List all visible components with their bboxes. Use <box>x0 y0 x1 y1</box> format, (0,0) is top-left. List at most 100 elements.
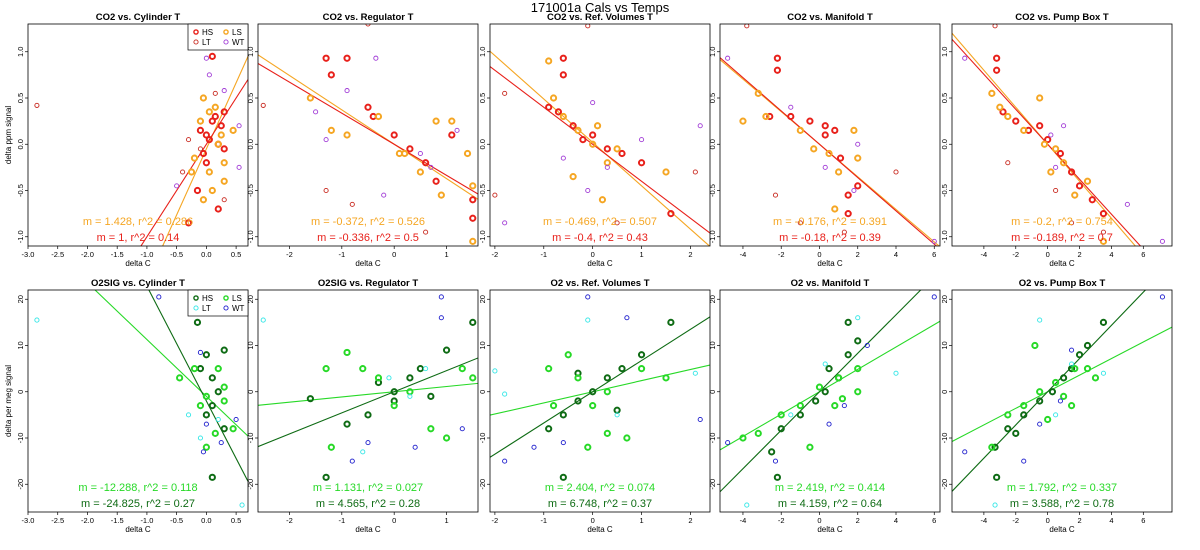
y-tick-label: -1.0 <box>246 230 255 243</box>
data-point-lt <box>1005 160 1011 166</box>
y-tick-label: -20 <box>246 479 255 490</box>
data-point-wt <box>590 100 596 106</box>
data-point-lt <box>772 192 779 198</box>
data-point-wt <box>200 449 206 455</box>
data-points <box>34 294 245 508</box>
data-point-hs <box>214 388 222 396</box>
data-point-hs <box>545 103 553 111</box>
data-point-wt <box>1021 458 1027 464</box>
data-point-ls <box>569 173 577 181</box>
data-point-lt <box>692 370 698 376</box>
data-point-wt <box>236 123 242 129</box>
data-point-ls <box>406 388 414 396</box>
legend-label: LS <box>232 294 242 303</box>
data-point-lt <box>212 90 218 96</box>
data-point-ls <box>1083 177 1092 185</box>
data-point-hs <box>208 473 216 481</box>
legend-marker-ls <box>223 29 229 35</box>
y-tick-label: -10 <box>246 433 255 444</box>
data-point-ls <box>806 443 814 451</box>
data-point-hs <box>603 374 611 382</box>
y-tick-label: -1.0 <box>478 230 487 243</box>
chart-panel: CO2 vs. Regulator T -2 -1 0 1 -1.0 -0.5 0.0 0.5 1… <box>246 12 479 268</box>
y-tick-label: -0.5 <box>708 184 717 197</box>
data-point-hs <box>364 411 372 419</box>
fit-annotation: m = 6.748, r^2 = 0.37 <box>548 498 652 510</box>
data-point-hs <box>999 108 1007 116</box>
data-point-hs <box>1075 182 1084 190</box>
x-axis-label: delta C <box>355 259 381 268</box>
data-point-ls <box>754 429 762 437</box>
data-point-lt <box>221 197 227 203</box>
data-point-hs <box>327 71 335 79</box>
y-tick-label: 20 <box>940 295 949 303</box>
data-point-wt <box>585 187 591 194</box>
data-point-ls <box>205 108 213 116</box>
data-point-ls <box>996 103 1004 111</box>
x-tick-label: 2 <box>688 516 692 525</box>
data-point-lt <box>180 169 186 175</box>
data-point-ls <box>1071 365 1079 373</box>
data-point-hs <box>559 411 567 419</box>
legend-box <box>187 23 249 51</box>
data-point-hs <box>637 351 646 359</box>
y-tick-label: -0.5 <box>246 184 255 197</box>
data-point-ls <box>202 392 210 400</box>
data-point-hs <box>208 374 216 382</box>
data-point-hs <box>812 397 820 405</box>
x-axis-label: delta C <box>125 525 151 534</box>
data-point-ls <box>229 126 237 134</box>
data-point-ls <box>208 186 216 195</box>
x-tick-label: -2 <box>778 516 785 525</box>
data-point-hs <box>618 365 626 373</box>
y-tick-label: 0.0 <box>16 139 25 149</box>
data-point-wt <box>412 444 418 450</box>
fit-line <box>720 57 938 246</box>
data-point-wt <box>381 192 387 198</box>
fit-annotation: m = 1.792, r^2 = 0.337 <box>1007 482 1117 494</box>
data-point-hs <box>211 112 219 121</box>
data-point-ls <box>1052 378 1060 387</box>
fit-annotation: m = 1.428, r^2 = 0.286 <box>83 216 193 228</box>
legend: HS LS LT WT <box>187 23 249 51</box>
data-point-hs <box>854 182 862 190</box>
y-tick-label: 1.0 <box>708 47 717 57</box>
x-tick-label: 1 <box>639 516 643 525</box>
data-point-wt <box>1048 132 1054 138</box>
data-point-hs <box>214 205 222 213</box>
y-tick-label: 0.5 <box>16 93 25 103</box>
plot-frame <box>257 23 479 247</box>
data-point-hs <box>220 108 228 116</box>
plot-frame <box>27 289 249 513</box>
x-axis-label: delta C <box>817 259 843 268</box>
data-point-lt <box>185 412 192 418</box>
data-point-hs <box>1044 136 1052 144</box>
data-point-lt <box>360 449 366 455</box>
y-tick-label: 10 <box>16 341 25 349</box>
data-point-ls <box>1052 145 1060 153</box>
data-point-ls <box>1020 402 1028 410</box>
data-point-ls <box>458 365 466 373</box>
data-point-hs <box>1056 149 1065 158</box>
data-point-hs <box>559 54 567 62</box>
y-tick-label: 0 <box>708 390 717 394</box>
data-point-lt <box>585 24 591 29</box>
data-point-wt <box>1053 164 1059 170</box>
legend-label: LS <box>232 28 242 37</box>
data-point-ls <box>1036 388 1044 396</box>
panel-title: O2SIG vs. Regulator T <box>318 278 418 289</box>
y-tick-label: 10 <box>246 341 255 349</box>
data-point-ls <box>214 365 222 373</box>
data-point-wt <box>624 315 630 321</box>
data-point-hs <box>777 425 785 433</box>
x-tick-label: 0 <box>591 250 595 259</box>
data-point-wt <box>428 164 434 170</box>
data-point-hs <box>1099 318 1108 326</box>
legend-label: WT <box>232 38 245 47</box>
data-point-lt <box>822 361 828 367</box>
data-point-hs <box>220 425 228 433</box>
fit-annotation: m = -0.189, r^2 = 0.7 <box>1011 232 1113 244</box>
legend-label: LT <box>202 304 211 313</box>
data-points <box>962 24 1165 245</box>
data-point-hs <box>589 131 597 139</box>
